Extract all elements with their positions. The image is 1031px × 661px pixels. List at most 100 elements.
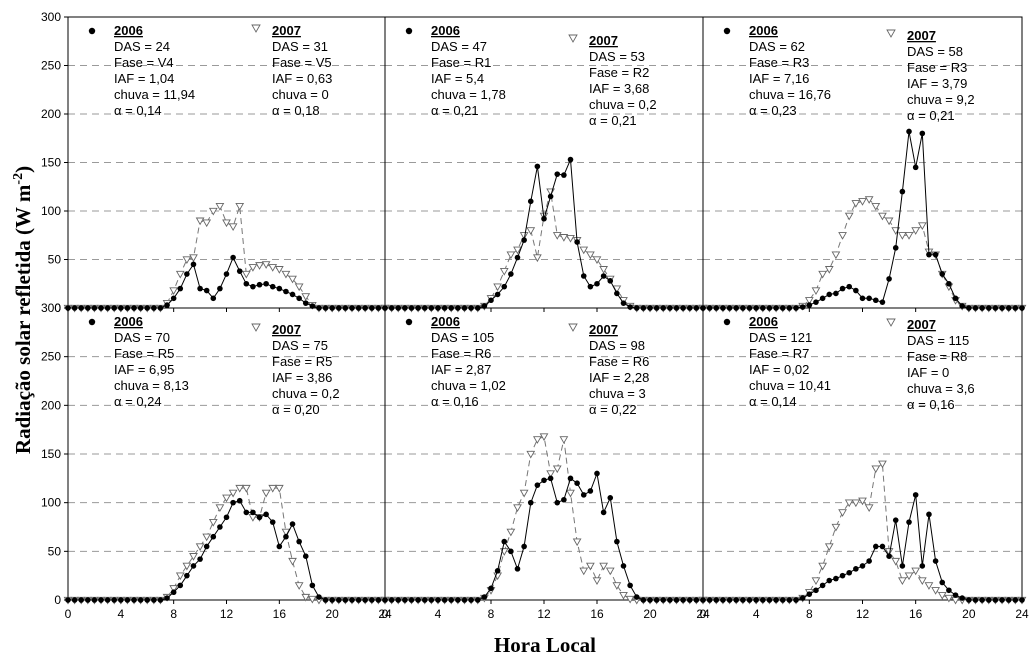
series-2007-point (944, 594, 954, 603)
series-2007-point (539, 433, 549, 441)
series-2006-point (170, 295, 177, 302)
series-2006-point (653, 597, 660, 603)
series-2007-point (261, 261, 271, 269)
annotation-2007-year: 2007 (589, 33, 618, 48)
series-2006-point (899, 188, 906, 195)
series-2006-point (309, 582, 316, 589)
series-2006-point (833, 575, 839, 582)
series-2007-point (294, 283, 304, 292)
series-2007-point (215, 504, 225, 513)
annotation-2007-line: α = 0,22 (589, 402, 637, 417)
legend-2006-marker (405, 27, 413, 35)
series-2006-point (256, 514, 263, 521)
series-2007-point (566, 489, 575, 498)
series-2006-point (541, 477, 547, 484)
series-2007-point (858, 497, 867, 506)
series-2006-point (580, 273, 587, 279)
series-2006-point (706, 597, 713, 603)
series-2006-point (223, 271, 230, 277)
series-2006-point (382, 597, 388, 603)
series-2006-point (289, 521, 296, 527)
series-2006-point (508, 271, 514, 277)
series-2007-point (838, 232, 847, 240)
series-2006-point (527, 198, 534, 205)
annotation-2006-year: 2006 (114, 23, 143, 38)
series-2006-point (157, 597, 164, 603)
series-2006-point (839, 285, 846, 292)
series-2007-point (526, 450, 536, 459)
series-2006-point (693, 597, 700, 603)
annotation-2006-line: α = 0,14 (114, 103, 162, 118)
series-2006-point (223, 514, 230, 521)
series-2007-point (884, 217, 894, 226)
y-axis-label-close: ) (11, 166, 35, 173)
series-2006-point (435, 597, 441, 603)
series-2006-point (441, 597, 448, 603)
annotation-2007-line: IAF = 3,68 (589, 81, 649, 96)
series-2006-point (276, 285, 283, 292)
series-2006-point (879, 299, 886, 305)
series-2006-point (547, 475, 554, 482)
series-2007-line (385, 435, 703, 601)
series-2006-point (700, 597, 706, 603)
series-2007-point (844, 499, 854, 508)
series-2007-point (235, 202, 245, 211)
legend-2006-marker (88, 318, 96, 326)
series-2006-point (946, 280, 952, 287)
series-2006-point (71, 597, 78, 603)
series-2007-point (195, 543, 205, 551)
series-2007-point (301, 593, 311, 602)
series-2007-point (208, 207, 218, 216)
series-2006-point (481, 594, 488, 600)
series-2006-line (385, 159, 703, 309)
series-2006-point (217, 524, 223, 530)
series-2006-point (872, 543, 879, 550)
series-2007-point (878, 212, 887, 221)
series-2007-point (513, 246, 522, 255)
series-2007-line (703, 462, 1022, 601)
series-2006-point (521, 237, 527, 243)
series-2007-point (831, 523, 841, 532)
series-2006-point (1005, 597, 1012, 603)
series-2006-point (600, 273, 607, 279)
annotation-2007-line: IAF = 3,79 (907, 76, 967, 91)
series-2006-point (627, 304, 633, 310)
series-2007-point (585, 251, 595, 260)
series-2007-point (864, 504, 874, 513)
y-tick-label: 200 (41, 107, 61, 121)
annotation-2006-line: DAS = 24 (114, 39, 170, 54)
series-2006-point (554, 499, 561, 506)
series-2006-point (574, 239, 580, 245)
series-2006-point (296, 538, 302, 545)
series-2006-point (190, 261, 197, 268)
legend-2007-marker (251, 24, 261, 33)
annotation-2007-line: Fase = V5 (272, 55, 332, 70)
series-2006-point (302, 300, 309, 306)
series-2006-point (614, 538, 620, 545)
series-2006-point (999, 597, 1005, 603)
annotation-2007-line: DAS = 75 (272, 338, 328, 353)
x-tick-label: 12 (537, 607, 551, 621)
series-2006-point (408, 597, 415, 603)
annotation-2007-line: Fase = R8 (907, 349, 967, 364)
series-2006-point (952, 295, 959, 302)
series-2007-point (241, 484, 251, 493)
series-2006-point (912, 164, 919, 171)
annotation-2006-line: Fase = V4 (114, 55, 174, 70)
annotation-2007-line: chuva = 3,6 (907, 381, 975, 396)
series-2007-point (235, 484, 245, 493)
series-2007-point (911, 567, 921, 576)
annotation-2006-line: chuva = 1,02 (431, 378, 506, 393)
series-2006-point (939, 271, 946, 277)
annotation-2006-year: 2006 (431, 23, 460, 38)
annotation-2007-line: chuva = 0,2 (272, 386, 340, 401)
series-2007-point (931, 587, 940, 595)
x-tick-label: 24 (1015, 607, 1029, 621)
series-2006-point (448, 597, 455, 603)
series-2007-point (619, 591, 628, 600)
series-2007-point (897, 232, 907, 240)
